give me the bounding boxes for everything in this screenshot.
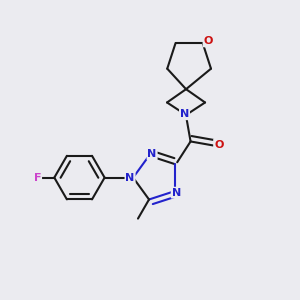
- Text: N: N: [180, 109, 189, 119]
- Text: O: O: [214, 140, 224, 149]
- Text: N: N: [172, 188, 181, 198]
- Text: N: N: [125, 172, 135, 183]
- Text: O: O: [203, 36, 213, 46]
- Text: N: N: [148, 149, 157, 159]
- Text: F: F: [34, 172, 41, 183]
